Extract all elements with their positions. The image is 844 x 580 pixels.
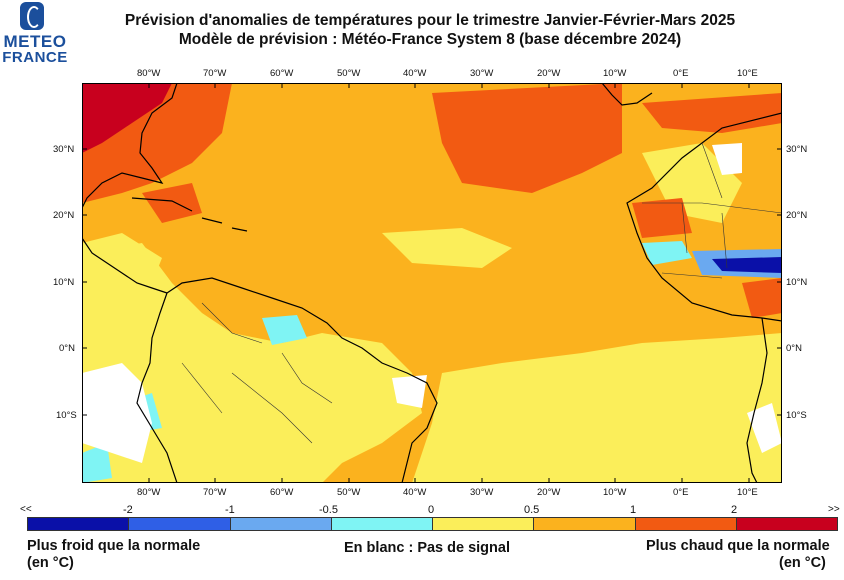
lat-label-left: 10°S bbox=[56, 410, 77, 421]
legend-left-end: << bbox=[20, 504, 32, 515]
coastlines bbox=[82, 83, 782, 483]
meteo-france-logo: METEO FRANCE bbox=[0, 2, 70, 66]
legend-color-segment bbox=[330, 517, 433, 531]
lat-label-right: 20°N bbox=[786, 210, 808, 221]
pale-zone-tropical-atlantic bbox=[382, 228, 512, 268]
lon-label-bottom: 20°W bbox=[537, 487, 561, 498]
coastline-caribbean-islands bbox=[131, 197, 248, 232]
country-borders bbox=[181, 142, 782, 444]
lon-label-bottom: 40°W bbox=[403, 487, 427, 498]
legend-break-label: 2 bbox=[731, 504, 738, 516]
legend-color-segment bbox=[27, 517, 130, 531]
warm-zone-mediterranean bbox=[642, 93, 782, 133]
hot-zone bbox=[82, 83, 172, 153]
legend-break-label: -2 bbox=[123, 504, 133, 516]
border-lines-south-america bbox=[181, 302, 333, 444]
coastline-central-america bbox=[82, 237, 168, 294]
coastline-africa-south bbox=[746, 317, 768, 483]
caption-warm: Plus chaud que la normale bbox=[646, 538, 830, 554]
cold-zone-amazon bbox=[262, 315, 307, 345]
legend-break-label: 0 bbox=[428, 504, 435, 516]
lat-label-left: 30°N bbox=[53, 144, 75, 155]
pale-zone-south-america bbox=[82, 243, 422, 483]
cold-zone-sahel-light bbox=[642, 241, 692, 265]
coastline-africa-west bbox=[626, 112, 782, 322]
warm-zone-gulf bbox=[142, 183, 202, 223]
lon-label-bottom: 30°W bbox=[470, 487, 494, 498]
no-signal-brazil bbox=[392, 375, 427, 408]
cold-zone-sahel-strong bbox=[712, 257, 782, 273]
coastline-south-america-west bbox=[136, 292, 178, 483]
lon-label-top: 30°W bbox=[470, 68, 494, 79]
lon-label-bottom: 0°E bbox=[673, 487, 689, 498]
cold-zone-andes bbox=[82, 443, 112, 483]
logo-text-line1: METEO bbox=[3, 32, 67, 51]
logo-icon bbox=[20, 2, 44, 30]
map-subtitle: Modèle de prévision : Météo-France Syste… bbox=[178, 31, 682, 48]
coastline-north-america bbox=[82, 83, 178, 209]
legend-color-segment bbox=[432, 517, 535, 531]
lon-label-top: 10°E bbox=[737, 68, 758, 79]
legend-color-segment bbox=[533, 517, 636, 531]
lon-label-bottom: 10°W bbox=[603, 487, 627, 498]
no-signal-pacific bbox=[82, 363, 152, 463]
warm-zone-north-atlantic bbox=[432, 83, 622, 193]
lat-label-right: 10°N bbox=[786, 277, 808, 288]
caption-warm-unit: (en °C) bbox=[779, 555, 826, 571]
lon-label-bottom: 60°W bbox=[270, 487, 294, 498]
lat-label-left: 10°N bbox=[53, 277, 75, 288]
legend-color-segment bbox=[128, 517, 231, 531]
legend-color-segment bbox=[735, 517, 838, 531]
lon-label-bottom: 50°W bbox=[337, 487, 361, 498]
legend-break-label: -0.5 bbox=[319, 504, 338, 516]
warm-zone-gulf-guinea bbox=[742, 278, 782, 318]
legend-right-end: >> bbox=[828, 504, 840, 515]
lon-label-top: 60°W bbox=[270, 68, 294, 79]
map-frame bbox=[82, 83, 782, 483]
lat-label-right: 0°N bbox=[786, 343, 802, 354]
lon-label-top: 50°W bbox=[337, 68, 361, 79]
legend-break-label: 0.5 bbox=[524, 504, 540, 516]
logo-text-line2: FRANCE bbox=[2, 49, 68, 66]
no-signal-africa-coast bbox=[712, 143, 742, 175]
legend-color-segment bbox=[634, 517, 737, 531]
lat-label-right: 30°N bbox=[786, 144, 808, 155]
legend-break-label: -1 bbox=[225, 504, 235, 516]
no-signal-zones bbox=[82, 143, 782, 463]
lon-label-top: 70°W bbox=[203, 68, 227, 79]
lon-label-bottom: 80°W bbox=[137, 487, 161, 498]
coastline-south-america bbox=[166, 277, 438, 483]
anomaly-map bbox=[82, 83, 782, 483]
legend-break-label: 1 bbox=[630, 504, 637, 516]
lon-label-top: 20°W bbox=[537, 68, 561, 79]
lat-label-left: 0°N bbox=[59, 343, 75, 354]
legend-color-segment bbox=[229, 517, 332, 531]
warm-zone-sahara bbox=[632, 198, 692, 238]
lon-label-top: 0°E bbox=[673, 68, 689, 79]
lon-label-top: 80°W bbox=[137, 68, 161, 79]
lat-label-right: 10°S bbox=[786, 410, 807, 421]
map-title: Prévision d'anomalies de températures po… bbox=[124, 12, 736, 29]
coastline-iberia bbox=[601, 83, 653, 106]
border-lines-africa bbox=[642, 142, 782, 279]
caption-cold-unit: (en °C) bbox=[27, 555, 74, 571]
caption-cold: Plus froid que la normale bbox=[27, 538, 201, 554]
lon-label-top: 10°W bbox=[603, 68, 627, 79]
lat-label-left: 20°N bbox=[53, 210, 75, 221]
pale-zone-caribbean bbox=[82, 233, 162, 293]
lon-label-bottom: 10°E bbox=[737, 487, 758, 498]
pale-zone-south-atlantic bbox=[412, 333, 782, 483]
lon-label-bottom: 70°W bbox=[203, 487, 227, 498]
caption-no-signal: En blanc : Pas de signal bbox=[344, 540, 510, 556]
no-signal-south-africa bbox=[747, 403, 782, 453]
lon-label-top: 40°W bbox=[403, 68, 427, 79]
